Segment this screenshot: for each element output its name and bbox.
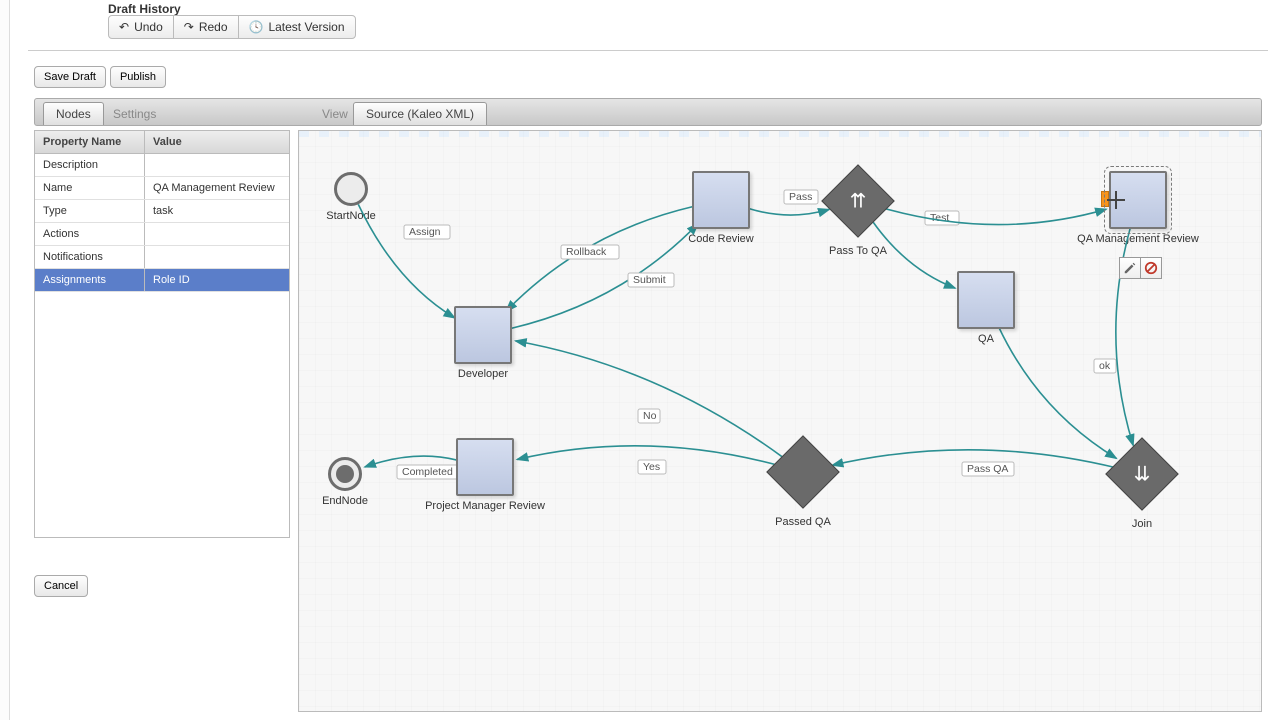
property-value: [145, 223, 289, 245]
publish-button[interactable]: Publish: [110, 66, 166, 88]
edit-node-button[interactable]: [1119, 257, 1141, 279]
latest-version-button[interactable]: 🕓 Latest Version: [238, 15, 356, 39]
workflow-node-qa[interactable]: [957, 271, 1015, 329]
edge-label: Submit: [633, 274, 666, 286]
property-row[interactable]: Notifications: [35, 246, 289, 269]
property-name: Notifications: [35, 246, 145, 268]
crosshair-cursor-icon: [1107, 191, 1125, 209]
workflow-node-passed_qa[interactable]: [777, 446, 829, 498]
edge-label: Test: [930, 212, 949, 224]
delete-node-button[interactable]: [1140, 257, 1162, 279]
tab-source[interactable]: Source (Kaleo XML): [353, 102, 487, 125]
redo-button[interactable]: ↷ Redo: [173, 15, 239, 39]
redo-icon: ↷: [184, 20, 194, 34]
workflow-node-pass_to_qa[interactable]: ⇈: [832, 175, 884, 227]
property-value: [145, 154, 289, 176]
property-row[interactable]: NameQA Management Review: [35, 177, 289, 200]
tab-bar: Nodes Settings View Source (Kaleo XML): [34, 98, 1262, 126]
property-row[interactable]: Actions: [35, 223, 289, 246]
workflow-node-end[interactable]: [328, 457, 362, 491]
draft-history-title: Draft History: [108, 2, 181, 16]
property-value: Role ID: [145, 269, 289, 291]
node-toolbar: [1119, 257, 1162, 279]
property-value: task: [145, 200, 289, 222]
undo-button[interactable]: ↶ Undo: [108, 15, 174, 39]
property-row[interactable]: Typetask: [35, 200, 289, 223]
workflow-edge[interactable]: [749, 209, 829, 215]
properties-panel: Property Name Value DescriptionNameQA Ma…: [34, 130, 290, 538]
property-value: [145, 246, 289, 268]
tab-settings[interactable]: Settings: [101, 102, 168, 125]
edge-label: No: [643, 410, 657, 422]
property-name: Actions: [35, 223, 145, 245]
property-name: Type: [35, 200, 145, 222]
undo-label: Undo: [134, 20, 163, 34]
no-entry-icon: [1144, 261, 1158, 275]
edge-label: Pass: [789, 191, 812, 203]
property-row[interactable]: Description: [35, 154, 289, 177]
properties-header: Property Name Value: [35, 131, 289, 154]
workflow-edge[interactable]: [873, 222, 955, 288]
property-name: Name: [35, 177, 145, 199]
tab-nodes[interactable]: Nodes: [43, 102, 104, 125]
action-toolbar: Save Draft Publish: [34, 66, 166, 88]
property-row[interactable]: AssignmentsRole ID: [35, 269, 289, 292]
cancel-button[interactable]: Cancel: [34, 575, 88, 597]
edge-label: Assign: [409, 226, 441, 238]
workflow-canvas[interactable]: Assign Submit Rollback Pass Test ok Pass QA Yes…: [298, 130, 1262, 712]
save-draft-button[interactable]: Save Draft: [34, 66, 106, 88]
edge-label: ok: [1099, 360, 1111, 372]
undo-icon: ↶: [119, 20, 129, 34]
workflow-node-start[interactable]: [334, 172, 368, 206]
workflow-node-developer[interactable]: [454, 306, 512, 364]
pencil-icon: [1123, 261, 1137, 275]
edge-label: Pass QA: [967, 463, 1008, 475]
workflow-node-code_review[interactable]: [692, 171, 750, 229]
workflow-edge[interactable]: [998, 326, 1116, 458]
col-value: Value: [145, 131, 289, 153]
workflow-edge[interactable]: [515, 341, 782, 457]
property-name: Description: [35, 154, 145, 176]
property-name: Assignments: [35, 269, 145, 291]
draft-history-toolbar: ↶ Undo ↷ Redo 🕓 Latest Version: [108, 15, 356, 39]
property-value: QA Management Review: [145, 177, 289, 199]
clock-icon: 🕓: [249, 20, 264, 34]
redo-label: Redo: [199, 20, 228, 34]
edge-label: Rollback: [566, 246, 607, 258]
col-property-name: Property Name: [35, 131, 145, 153]
workflow-node-join[interactable]: ⇊: [1116, 448, 1168, 500]
latest-label: Latest Version: [268, 20, 344, 34]
workflow-node-pm_review[interactable]: [456, 438, 514, 496]
edge-label: Yes: [643, 461, 660, 473]
workflow-edge[interactable]: [883, 208, 1106, 225]
workflow-edge[interactable]: [358, 204, 454, 318]
edge-label: Completed: [402, 466, 453, 478]
